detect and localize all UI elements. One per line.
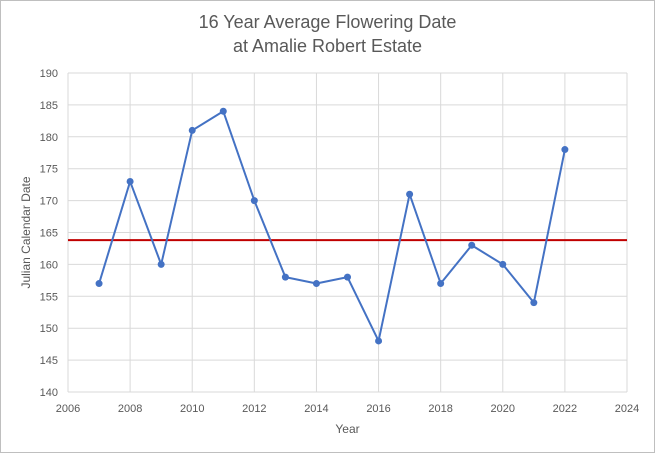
- data-point: [406, 190, 414, 198]
- y-tick-label: 145: [40, 355, 58, 367]
- data-point: [95, 280, 103, 288]
- data-point: [312, 280, 320, 288]
- chart-title-line-1: 16 Year Average Flowering Date: [198, 12, 457, 32]
- chart-title-line-2: at Amalie Robert Estate: [232, 36, 423, 56]
- x-tick-label: 2008: [118, 403, 142, 415]
- x-tick-label: 2016: [366, 403, 390, 415]
- y-tick-label: 175: [40, 164, 58, 176]
- x-tick-label: 2012: [242, 403, 266, 415]
- data-point: [157, 260, 165, 268]
- data-point: [250, 197, 258, 205]
- y-tick-label: 180: [40, 132, 58, 144]
- data-point: [188, 126, 196, 134]
- y-tick-label: 185: [40, 100, 58, 112]
- y-tick-label: 190: [40, 68, 58, 80]
- y-axis-title: Julian Calendar Date: [19, 176, 33, 288]
- series-group: [95, 107, 569, 345]
- x-tick-label: 2018: [428, 403, 452, 415]
- data-point: [375, 337, 383, 345]
- data-point: [344, 273, 351, 281]
- chart-title: 16 Year Average Flowering Date at Amalie…: [0, 10, 655, 58]
- data-point: [219, 107, 227, 115]
- data-point: [561, 146, 569, 154]
- x-axis-ticks: 2006 2008 2010 2012 2014 2016 2018 2020 2022 2024: [56, 403, 639, 415]
- x-tick-label: 2006: [56, 403, 80, 415]
- y-tick-label: 160: [40, 259, 58, 271]
- y-axis-ticks: 140 145 150 155 160 165 170 175 180 185 190: [40, 68, 58, 399]
- x-tick-label: 2014: [304, 403, 328, 415]
- data-point: [437, 280, 445, 288]
- x-tick-label: 2022: [553, 403, 577, 415]
- series-line: [98, 110, 566, 342]
- y-tick-label: 150: [40, 323, 58, 335]
- data-point: [281, 273, 289, 281]
- x-tick-label: 2024: [615, 403, 639, 415]
- x-tick-label: 2020: [491, 403, 515, 415]
- data-point: [126, 177, 134, 185]
- data-point: [468, 241, 476, 249]
- x-axis-title: Year: [335, 422, 359, 436]
- gridlines: [67, 72, 628, 393]
- x-tick-label: 2010: [180, 403, 204, 415]
- y-tick-label: 165: [40, 228, 58, 240]
- y-tick-label: 170: [40, 196, 58, 208]
- data-point: [530, 299, 538, 307]
- y-tick-label: 155: [40, 291, 58, 303]
- y-tick-label: 140: [40, 387, 58, 399]
- data-point: [499, 260, 507, 268]
